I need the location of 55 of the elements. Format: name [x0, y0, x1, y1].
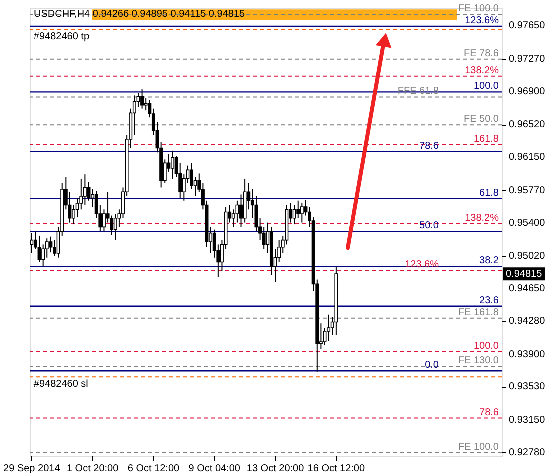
candlestick [236, 200, 240, 224]
candlestick [292, 204, 296, 226]
y-tick-label: 0.93150 [509, 415, 545, 426]
annotation: 138.2% [465, 65, 500, 76]
y-tick-label: 0.94280 [509, 316, 545, 327]
annotation: 123.6% [465, 16, 500, 26]
annotation: #9482460 sl [34, 379, 88, 390]
y-tick-label: 0.96150 [509, 152, 545, 164]
annotation: 138.2% [465, 212, 500, 224]
text: 0.94815 [506, 269, 543, 280]
y-tick-label: 0.94650 [509, 284, 545, 295]
annotation: 0.0 [425, 360, 440, 372]
annotation: 50.0 [420, 220, 440, 232]
candlestick [83, 174, 87, 206]
annotation: FE 78.6 [464, 48, 500, 60]
candlestick [296, 200, 300, 219]
annotation: 23.6 [480, 295, 500, 306]
candlestick [140, 89, 144, 110]
annotation: 61.8 [480, 188, 500, 199]
annotation: #9482460 tp [34, 31, 90, 42]
candlestick [144, 98, 148, 112]
candlestick [49, 236, 53, 254]
candlestick [300, 203, 304, 224]
annotation: FE 161.8 [458, 307, 500, 318]
candlestick [171, 150, 174, 180]
annotation: 100.0 [474, 81, 500, 92]
y-tick-label: 0.96900 [509, 86, 545, 98]
x-tick-label: 1 Oct 20:00 [66, 464, 120, 473]
candlestick [240, 194, 243, 228]
candlestick [323, 328, 327, 346]
y-tick-label: 0.93530 [509, 382, 545, 393]
annotation: FE 100.0 [458, 4, 500, 15]
x-tick-label: 6 Oct 12:00 [128, 464, 180, 473]
annotation: FE 130.0 [458, 356, 500, 367]
annotation: FE 100.0 [458, 442, 500, 453]
candlestick [114, 214, 118, 241]
annotation: 78.6 [480, 407, 500, 418]
y-tick-label: 0.96520 [509, 120, 545, 131]
y-tick-label: 0.95770 [509, 185, 545, 196]
annotation: 161.8 [474, 134, 500, 146]
y-tick-label: 0.97650 [509, 20, 545, 32]
x-tick-label: 13 Oct 20:00 [246, 464, 305, 473]
chart-title: USDCHF,H4 0.94266 0.94895 0.94115 0.94815 [34, 9, 246, 20]
x-tick-label: 16 Oct 12:00 [308, 464, 366, 473]
x-tick-label: 9 Oct 04:00 [188, 464, 241, 473]
y-tick-label: 0.93900 [509, 349, 545, 360]
y-tick-label: 0.95400 [509, 218, 545, 229]
y-tick-label: 0.97270 [509, 54, 545, 65]
y-tick-label: 0.92780 [509, 447, 545, 458]
candlestick [327, 314, 331, 342]
annotation: 38.2 [480, 256, 500, 267]
candlestick [30, 232, 34, 254]
y-tick-label: 0.95020 [509, 251, 545, 262]
annotation: FE 50.0 [464, 114, 500, 126]
annotation: 100.0 [474, 340, 500, 352]
